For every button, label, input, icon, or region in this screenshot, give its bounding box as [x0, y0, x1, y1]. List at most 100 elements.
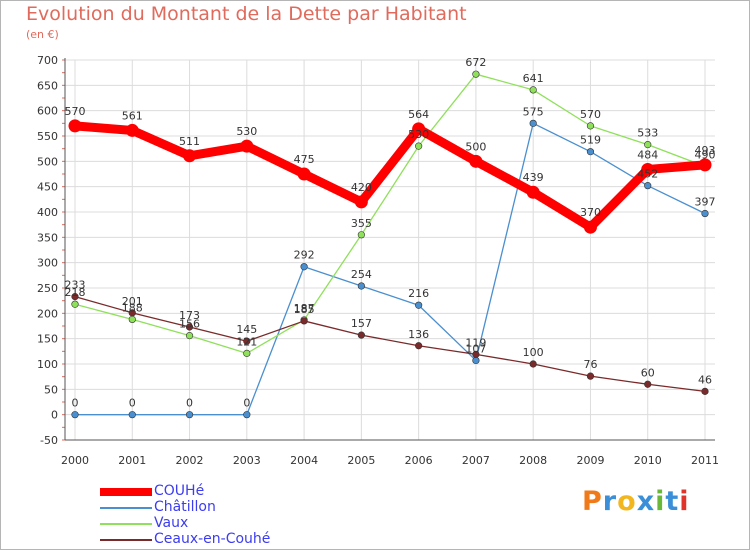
y-tick-label: 50 — [44, 383, 58, 396]
data-point — [529, 119, 537, 127]
data-label: 0 — [72, 397, 79, 410]
data-point — [586, 148, 595, 156]
data-point — [185, 323, 194, 331]
data-point — [472, 70, 480, 78]
y-tick-label: 700 — [37, 54, 58, 67]
x-tick-label: 2010 — [634, 454, 662, 467]
data-point — [644, 380, 652, 388]
legend-swatch — [100, 523, 152, 525]
data-point — [297, 167, 311, 181]
data-point — [125, 123, 139, 137]
y-tick-label: -50 — [40, 434, 58, 447]
proxiti-logo: Proxiti — [582, 486, 690, 517]
x-tick-label: 2009 — [576, 454, 604, 467]
x-tick-label: 2008 — [519, 454, 547, 467]
axes: -500501001502002503003504004505005506006… — [37, 54, 719, 467]
gridlines — [65, 59, 715, 441]
series-group — [68, 70, 712, 419]
x-tick-label: 2002 — [176, 454, 204, 467]
data-label: 530 — [236, 125, 257, 138]
legend-label: Ceaux-en-Couhé — [154, 531, 271, 547]
data-label: 439 — [523, 171, 544, 184]
data-point — [71, 411, 79, 419]
x-tick-label: 2006 — [405, 454, 433, 467]
data-point — [412, 122, 426, 136]
data-label: 511 — [179, 135, 200, 148]
data-label: 519 — [580, 134, 601, 147]
x-tick-label: 2004 — [290, 454, 318, 467]
x-tick-label: 2003 — [233, 454, 261, 467]
data-point — [128, 309, 136, 317]
data-label: 292 — [294, 249, 315, 262]
data-label: 100 — [523, 346, 544, 359]
legend-swatch — [100, 539, 152, 541]
data-point — [68, 119, 82, 133]
data-label: 201 — [122, 295, 143, 308]
data-label: 484 — [637, 148, 658, 161]
x-tick-label: 2011 — [691, 454, 719, 467]
data-point — [698, 158, 712, 172]
data-point — [357, 282, 365, 290]
data-point — [240, 139, 254, 153]
y-tick-label: 350 — [37, 231, 58, 244]
data-point — [641, 162, 655, 176]
data-label: 564 — [408, 108, 429, 121]
data-point — [415, 142, 423, 150]
data-label: 500 — [465, 140, 486, 153]
y-tick-label: 600 — [37, 105, 58, 118]
data-point — [586, 122, 595, 130]
data-label: 136 — [408, 328, 429, 341]
data-point — [529, 360, 537, 368]
data-label: 188 — [122, 301, 143, 314]
data-label: 575 — [523, 105, 544, 118]
legend-label: Châtillon — [154, 499, 216, 515]
x-tick-label: 2001 — [118, 454, 146, 467]
data-label: 0 — [186, 397, 193, 410]
data-point — [300, 263, 308, 271]
data-point — [243, 411, 251, 419]
data-label: 493 — [695, 144, 716, 157]
x-tick-label: 2005 — [347, 454, 375, 467]
chart-title: Evolution du Montant de la Dette par Hab… — [26, 3, 467, 25]
data-point — [701, 387, 709, 395]
data-point — [71, 300, 79, 308]
y-tick-label: 400 — [37, 206, 58, 219]
data-label: 46 — [698, 373, 712, 386]
data-label: 218 — [65, 286, 86, 299]
data-point — [472, 356, 480, 365]
data-label: 672 — [465, 56, 486, 69]
data-label: 60 — [641, 366, 655, 379]
y-tick-label: 450 — [37, 181, 58, 194]
data-label: 107 — [465, 342, 486, 355]
data-point — [357, 331, 365, 339]
y-tick-label: 100 — [37, 358, 58, 371]
data-label: 370 — [580, 206, 601, 219]
y-tick-label: 500 — [37, 155, 58, 168]
data-label: 475 — [294, 153, 315, 166]
data-label: 145 — [236, 323, 257, 336]
data-point — [185, 332, 194, 340]
legend-label: COUHé — [154, 483, 205, 499]
data-point — [526, 185, 540, 199]
data-label: 187 — [294, 302, 315, 315]
data-label: 185 — [294, 303, 315, 316]
data-label: 570 — [580, 108, 601, 121]
data-point — [243, 349, 251, 357]
series-line-0 — [74, 121, 706, 232]
data-point — [644, 182, 652, 190]
data-label: 490 — [695, 148, 716, 161]
data-point — [469, 154, 483, 168]
data-label: 121 — [236, 335, 257, 348]
legend-label: Vaux — [154, 515, 189, 531]
y-tick-label: 250 — [37, 282, 58, 295]
x-tick-label: 2000 — [61, 454, 89, 467]
data-label: 530 — [408, 128, 429, 141]
data-label: 76 — [583, 358, 597, 371]
data-label: 173 — [179, 309, 200, 322]
data-point — [415, 301, 423, 309]
data-label: 452 — [637, 168, 658, 181]
legend-swatch — [100, 507, 152, 509]
y-tick-label: 150 — [37, 333, 58, 346]
data-point — [415, 342, 423, 350]
